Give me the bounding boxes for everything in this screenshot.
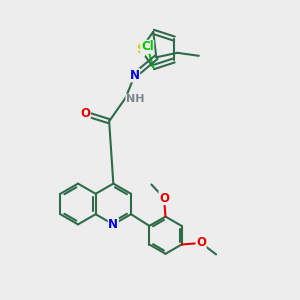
Text: N: N: [130, 69, 140, 82]
Text: N: N: [108, 218, 118, 231]
Text: Cl: Cl: [141, 40, 154, 53]
Text: O: O: [159, 191, 169, 205]
Text: O: O: [80, 107, 90, 120]
Text: O: O: [196, 236, 206, 250]
Text: S: S: [136, 43, 145, 56]
Text: NH: NH: [126, 94, 145, 104]
